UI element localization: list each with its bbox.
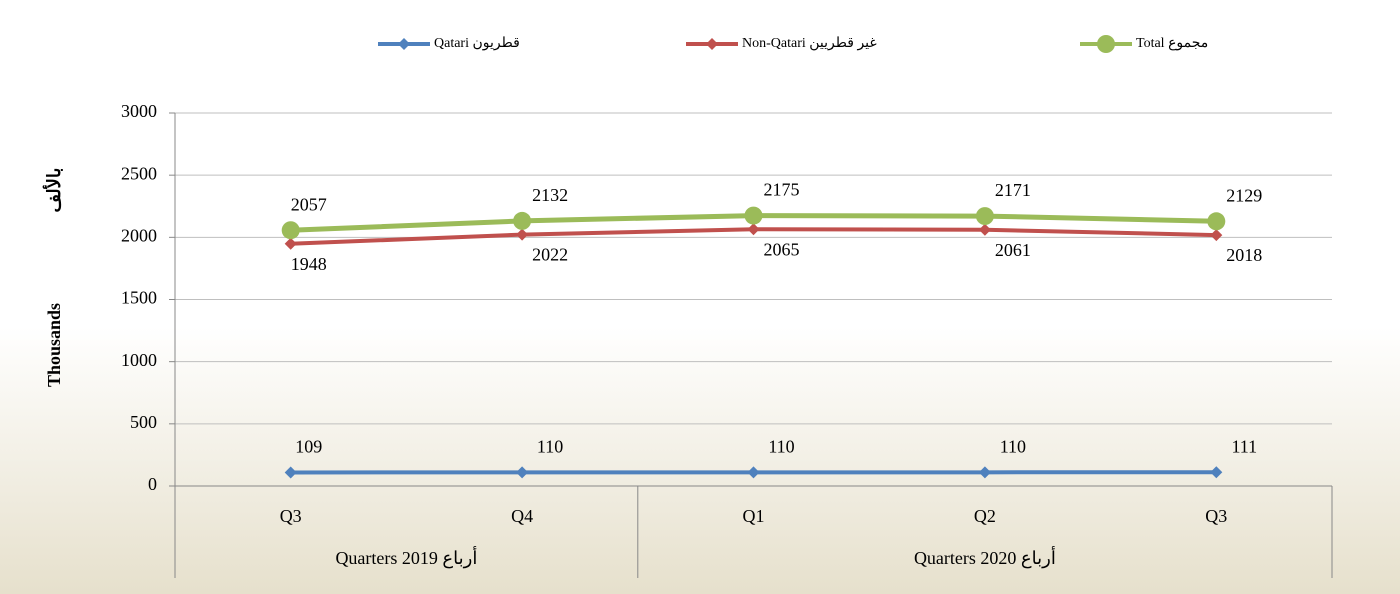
legend-label: Total مجموع [1136,36,1208,51]
marker [1210,466,1223,479]
legend-marker [1097,35,1115,53]
x-tick-label: Q1 [743,506,765,526]
y-axis-label: Thousands [44,303,64,387]
marker [978,466,991,479]
marker [747,466,760,479]
x-tick-label: Q2 [974,506,996,526]
data-label: 2129 [1226,185,1262,205]
marker [516,228,529,241]
y-tick-label: 500 [130,412,157,432]
marker [513,211,532,230]
legend-marker [398,38,410,50]
marker [747,223,760,236]
data-label: 2171 [995,180,1031,200]
data-label: 110 [1000,436,1026,456]
legend-marker [706,38,718,50]
group-label: Quarters 2019 أرباع [335,546,477,569]
data-label: 2018 [1226,245,1262,265]
x-tick-label: Q4 [511,506,533,526]
y-tick-label: 2500 [121,163,157,183]
marker [1207,212,1226,231]
legend-label: Non-Qatari غير قطريين [742,36,877,51]
data-label: 2132 [532,185,568,205]
x-tick-label: Q3 [280,506,302,526]
marker [284,237,297,250]
marker [744,206,763,225]
legend-label: Qatari قطريون [434,36,520,51]
data-label: 2175 [764,180,800,200]
marker [975,207,994,226]
data-label: 2022 [532,245,568,265]
data-label: 1948 [291,254,327,274]
data-label: 109 [295,437,322,457]
data-label: 2065 [764,239,800,259]
x-tick-label: Q3 [1205,506,1227,526]
data-label: 110 [768,436,794,456]
marker [516,466,529,479]
y-tick-label: 3000 [121,101,157,121]
marker [284,466,297,479]
y-tick-label: 1500 [121,288,157,308]
y-tick-label: 1000 [121,350,157,370]
y-axis-label-arabic: بالألف [42,168,64,213]
marker [978,223,991,236]
y-tick-label: 0 [148,474,157,494]
data-label: 2057 [291,194,327,214]
data-label: 110 [537,436,563,456]
data-label: 2061 [995,240,1031,260]
group-label: Quarters 2020 أرباع [914,546,1056,569]
marker [281,221,300,240]
marker [1210,229,1223,242]
data-label: 111 [1231,436,1257,456]
y-tick-label: 2000 [121,225,157,245]
